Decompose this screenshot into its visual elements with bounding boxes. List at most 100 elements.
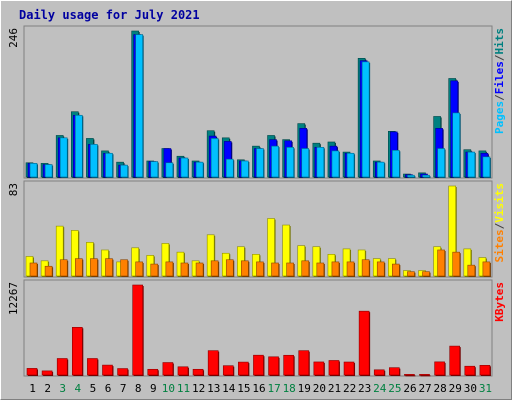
legend-top-item-1: / xyxy=(493,94,506,101)
bar-pages-9 xyxy=(150,161,159,178)
bar-pages-24 xyxy=(376,161,386,178)
x-tick-label-12: 12 xyxy=(192,382,205,395)
bar-visits-30 xyxy=(463,248,472,277)
bar-kbytes-23 xyxy=(358,310,371,376)
bar-sites-24 xyxy=(376,261,386,277)
bar-pages-13 xyxy=(210,138,220,178)
bar-sites-30 xyxy=(467,264,476,277)
bar-sites-9 xyxy=(150,263,159,277)
bar-kbytes-3 xyxy=(56,358,69,376)
bar-pages-26 xyxy=(407,174,416,178)
legend-top-item-2: Files xyxy=(493,61,506,94)
bar-pages-16 xyxy=(256,148,265,178)
bar-pages-2 xyxy=(44,164,54,178)
bar-kbytes-30 xyxy=(464,365,476,376)
bar-sites-21 xyxy=(331,261,340,277)
bar-sites-19 xyxy=(301,260,310,277)
x-tick-label-11: 11 xyxy=(177,382,190,395)
bar-kbytes-13 xyxy=(207,350,220,376)
bar-pages-21 xyxy=(331,150,340,178)
x-axis-labels: 1 2 3 4 5 6 7 8 9 10 11 12 13 14 15 16 17 18 19 20 21 22 23 24 2… xyxy=(29,382,492,395)
bar-pages-7 xyxy=(120,164,129,178)
bar-sites-7 xyxy=(120,259,129,277)
bar-pages-10 xyxy=(165,162,174,178)
panel-bottom: 12267 KBytes xyxy=(7,279,506,377)
bar-sites-31 xyxy=(482,261,491,277)
bar-kbytes-9 xyxy=(147,368,159,376)
x-tick-label-20: 20 xyxy=(313,382,326,395)
bar-sites-20 xyxy=(316,262,325,277)
bar-kbytes-17 xyxy=(268,356,280,376)
bar-pages-31 xyxy=(482,156,491,178)
legend-middle-item-1: / xyxy=(493,222,506,229)
bar-kbytes-10 xyxy=(162,362,174,376)
x-tick-label-8: 8 xyxy=(135,382,142,395)
bar-pages-6 xyxy=(105,152,114,178)
x-tick-label-27: 27 xyxy=(418,382,431,395)
bar-kbytes-21 xyxy=(328,360,340,376)
bar-kbytes-1 xyxy=(26,368,38,376)
chart-title: Daily usage for July 2021 xyxy=(19,8,200,22)
bar-visits-20 xyxy=(312,246,321,277)
bar-pages-8 xyxy=(135,34,144,178)
x-tick-label-1: 1 xyxy=(29,382,36,395)
x-tick-label-13: 13 xyxy=(207,382,220,395)
bar-kbytes-7 xyxy=(117,368,129,376)
bar-sites-6 xyxy=(105,258,114,277)
x-tick-label-22: 22 xyxy=(343,382,356,395)
x-tick-label-6: 6 xyxy=(105,382,112,395)
legend-middle-item-2: Visits xyxy=(493,183,506,223)
bar-kbytes-19 xyxy=(298,350,310,376)
bar-kbytes-4 xyxy=(71,327,84,376)
bar-sites-16 xyxy=(256,261,265,277)
bar-kbytes-28 xyxy=(434,361,446,376)
x-tick-label-3: 3 xyxy=(59,382,66,395)
x-tick-label-29: 29 xyxy=(449,382,462,395)
bar-pages-28 xyxy=(437,148,446,178)
x-tick-label-2: 2 xyxy=(44,382,51,395)
x-tick-label-4: 4 xyxy=(75,382,82,395)
bar-visits-18 xyxy=(282,224,291,277)
bar-sites-11 xyxy=(180,262,189,277)
bar-sites-28 xyxy=(437,249,446,277)
bar-sites-22 xyxy=(346,261,356,277)
bar-kbytes-22 xyxy=(343,361,356,376)
bar-pages-29 xyxy=(452,112,461,178)
bar-sites-2 xyxy=(44,265,54,277)
bar-pages-1 xyxy=(29,163,38,178)
bar-pages-23 xyxy=(361,61,371,179)
bar-kbytes-31 xyxy=(479,365,491,376)
bar-pages-25 xyxy=(392,149,401,178)
panel-top-ymax-label: 246 xyxy=(7,28,20,48)
bar-visits-3 xyxy=(55,225,65,277)
legend-top-item-4: Hits xyxy=(493,28,506,55)
bar-sites-29 xyxy=(452,251,461,277)
x-tick-label-25: 25 xyxy=(388,382,401,395)
x-tick-label-23: 23 xyxy=(358,382,371,395)
x-tick-label-14: 14 xyxy=(222,382,236,395)
bar-sites-12 xyxy=(195,262,205,277)
bar-pages-3 xyxy=(59,137,69,178)
bar-kbytes-15 xyxy=(238,361,250,376)
bar-pages-12 xyxy=(195,161,205,178)
x-tick-label-26: 26 xyxy=(403,382,416,395)
bar-pages-20 xyxy=(316,147,325,178)
bar-sites-15 xyxy=(241,260,250,277)
x-tick-label-16: 16 xyxy=(252,382,265,395)
x-tick-label-19: 19 xyxy=(298,382,311,395)
bar-kbytes-26 xyxy=(404,374,416,377)
x-tick-label-9: 9 xyxy=(150,382,157,395)
bar-kbytes-24 xyxy=(373,369,386,376)
x-tick-label-21: 21 xyxy=(328,382,341,395)
bar-sites-5 xyxy=(90,258,99,277)
x-tick-label-5: 5 xyxy=(90,382,97,395)
bar-pages-4 xyxy=(74,114,84,178)
legend-top-item-0: Pages xyxy=(493,101,506,134)
legend-bottom-item-0: KBytes xyxy=(493,282,506,322)
x-tick-label-31: 31 xyxy=(479,382,492,395)
bar-sites-23 xyxy=(361,259,371,277)
bar-sites-3 xyxy=(59,259,69,277)
